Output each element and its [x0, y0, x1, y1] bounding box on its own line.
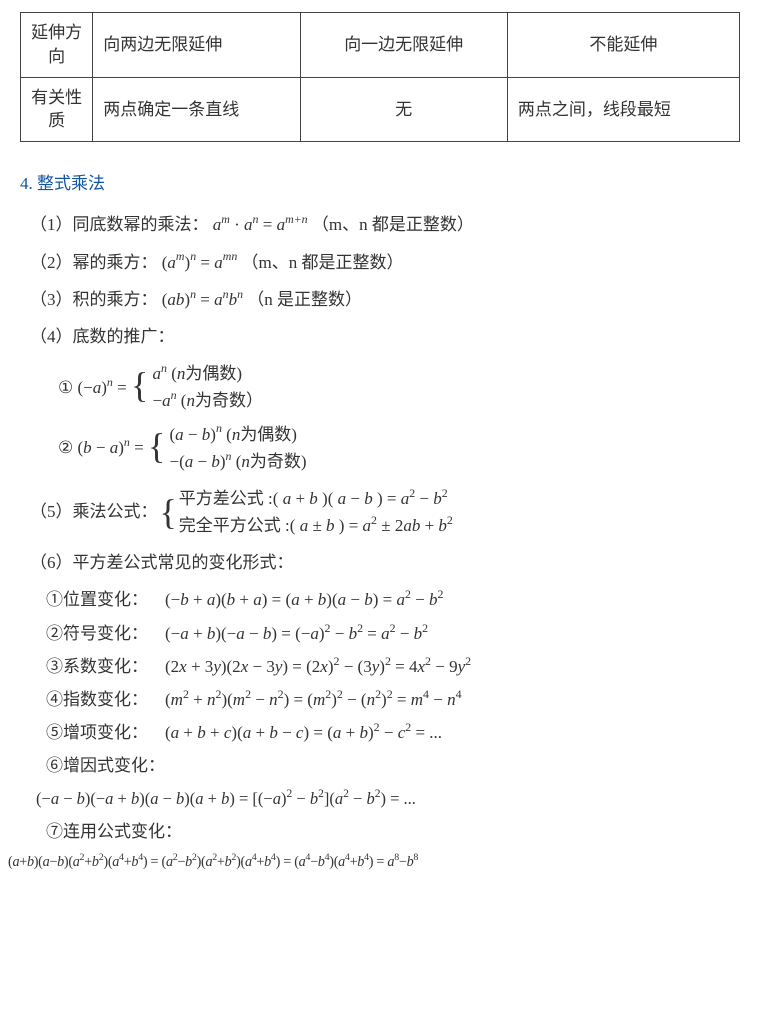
- table-row: 延伸方向 向两边无限延伸 向一边无限延伸 不能延伸: [21, 13, 740, 78]
- rule-item-2: （2）幂的乘方： (am)n = amn （m、n 都是正整数）: [30, 249, 742, 276]
- formula: (am)n = amn: [162, 253, 242, 272]
- item-note: （m、n 都是正整数）: [312, 215, 474, 234]
- sub-formula-4b: ② (b − a)n = { (a − b)n (n为偶数) −(a − b)n…: [58, 421, 742, 475]
- rule-item-1: （1）同底数幂的乘法： am · an = am+n （m、n 都是正整数）: [30, 211, 742, 238]
- formula-perfect-square: 完全平方公式 :( a ± b ) = a2 ± 2ab + b2: [179, 512, 453, 539]
- variation-4: ④指数变化： (m2 + n2)(m2 − n2) = (m2)2 − (n2)…: [46, 686, 742, 713]
- item-note: （n 是正整数）: [247, 290, 362, 309]
- case-odd: −(a − b)n (n为奇数): [170, 448, 307, 475]
- variation-3: ③系数变化： (2x + 3y)(2x − 3y) = (2x)2 − (3y)…: [46, 653, 742, 680]
- case-odd: −an (n为奇数）: [153, 387, 263, 414]
- row-header: 延伸方向: [21, 13, 93, 78]
- table-cell: 无: [300, 77, 507, 142]
- item-label: （2）幂的乘方：: [30, 253, 158, 272]
- rule-item-6: （6）平方差公式常见的变化形式：: [30, 549, 742, 576]
- variation-5: ⑤增项变化： (a + b + c)(a + b − c) = (a + b)2…: [46, 719, 742, 746]
- variation-1: ①位置变化： (−b + a)(b + a) = (a + b)(a − b) …: [46, 586, 742, 613]
- item-label: （1）同底数幂的乘法：: [30, 215, 209, 234]
- table-cell: 向一边无限延伸: [300, 13, 507, 78]
- item-label: （4）底数的推广：: [30, 327, 175, 346]
- rule-item-5: （5）乘法公式： { 平方差公式 :( a + b )( a − b ) = a…: [30, 485, 742, 539]
- table-row: 有关性质 两点确定一条直线 无 两点之间，线段最短: [21, 77, 740, 142]
- table-cell: 两点之间，线段最短: [507, 77, 739, 142]
- variation-2: ②符号变化： (−a + b)(−a − b) = (−a)2 − b2 = a…: [46, 620, 742, 647]
- variation-7-formula: (a+b)(a−b)(a2+b2)(a4+b4) = (a2−b2)(a2+b2…: [8, 851, 742, 874]
- case-even: (a − b)n (n为偶数): [170, 421, 307, 448]
- table-cell: 向两边无限延伸: [93, 13, 300, 78]
- comparison-table: 延伸方向 向两边无限延伸 向一边无限延伸 不能延伸 有关性质 两点确定一条直线 …: [20, 12, 740, 142]
- case-even: an (n为偶数): [153, 360, 263, 387]
- item-label: （5）乘法公式：: [30, 498, 158, 525]
- formula: am · an = am+n: [213, 215, 312, 234]
- variation-7-label: ⑦连用公式变化：: [46, 818, 742, 845]
- rule-item-4: （4）底数的推广：: [30, 323, 742, 350]
- variation-6-label: ⑥增因式变化：: [46, 752, 742, 779]
- variation-6-formula: (−a − b)(−a + b)(a − b)(a + b) = [(−a)2 …: [36, 786, 742, 812]
- item-note: （m、n 都是正整数）: [242, 253, 404, 272]
- table-cell: 两点确定一条直线: [93, 77, 300, 142]
- item-label: （6）平方差公式常见的变化形式：: [30, 553, 294, 572]
- formula-diff-squares: 平方差公式 :( a + b )( a − b ) = a2 − b2: [179, 485, 453, 512]
- formula: (ab)n = anbn: [162, 290, 248, 309]
- row-header: 有关性质: [21, 77, 93, 142]
- section-title: 4. 整式乘法: [20, 170, 742, 197]
- table-cell: 不能延伸: [507, 13, 739, 78]
- sub-formula-4a: ① (−a)n = { an (n为偶数) −an (n为奇数）: [58, 360, 742, 414]
- item-label: （3）积的乘方：: [30, 290, 158, 309]
- rule-item-3: （3）积的乘方： (ab)n = anbn （n 是正整数）: [30, 286, 742, 313]
